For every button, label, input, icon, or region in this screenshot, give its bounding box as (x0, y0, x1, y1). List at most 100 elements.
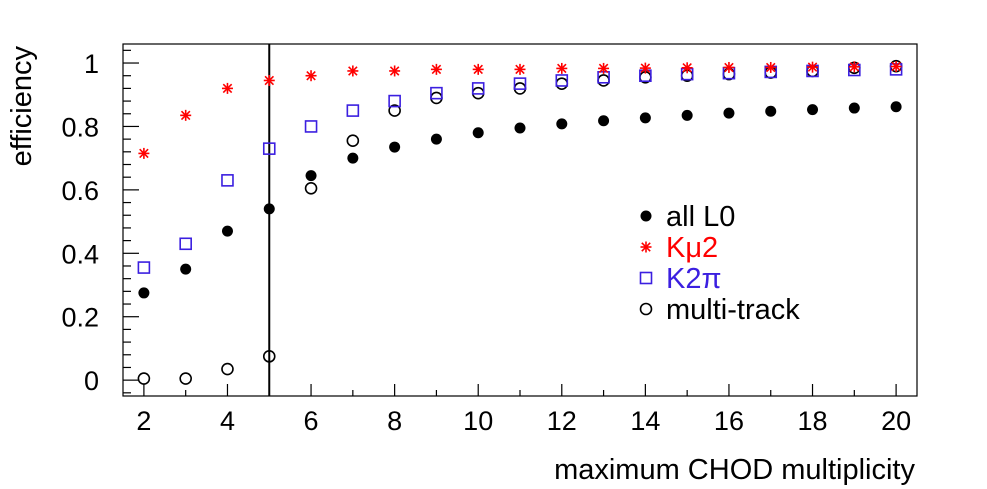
point-all-l0 (765, 105, 777, 117)
point-all-l0 (556, 118, 568, 130)
point-all-l0 (347, 152, 359, 164)
axis-ticks (123, 49, 897, 396)
legend-label-all-l0: all L0 (666, 201, 735, 233)
y-tick-label: 1 (84, 49, 99, 79)
point-k-2 (848, 61, 860, 73)
point-k-2 (639, 62, 651, 74)
point-k-2 (389, 65, 401, 77)
point-k-2 (765, 61, 777, 73)
point-multi-track (137, 372, 151, 385)
y-tick-label: 0.6 (61, 176, 99, 206)
star-stroke (139, 148, 149, 159)
star-stroke (682, 63, 692, 73)
point-multi-track (555, 77, 569, 90)
x-tick-label: 20 (881, 406, 911, 436)
x-tick-label: 16 (714, 406, 744, 436)
point-all-l0 (807, 104, 819, 116)
point-all-l0 (180, 263, 192, 275)
point-k2- (179, 237, 192, 251)
point-k-2 (180, 109, 192, 121)
x-tick-label: 4 (220, 406, 235, 436)
x-tick-label: 8 (387, 406, 402, 436)
point-k-2 (807, 61, 819, 73)
point-k-2 (514, 63, 526, 75)
point-all-l0 (723, 107, 735, 119)
point-multi-track (346, 134, 360, 148)
point-k2- (513, 77, 527, 90)
point-all-l0 (681, 109, 693, 121)
point-multi-track (388, 104, 401, 117)
y-tick-label: 0.2 (61, 303, 99, 333)
x-tick-label: 12 (547, 406, 577, 436)
point-k2- (346, 104, 360, 117)
point-multi-track (262, 350, 276, 363)
star-stroke (515, 64, 525, 75)
point-all-l0 (514, 122, 526, 134)
point-k-2 (138, 147, 150, 159)
point-k2- (304, 120, 318, 133)
point-all-l0 (389, 141, 401, 153)
point-k2- (221, 174, 234, 187)
legend-marker-multi-track (639, 302, 653, 316)
legend-marker-all-l0 (640, 210, 652, 222)
y-axis-label: efficiency (6, 46, 38, 167)
x-tick-label: 2 (136, 406, 151, 436)
y-tick-label: 0.8 (61, 112, 99, 142)
point-all-l0 (305, 170, 317, 182)
legend-label-multi-track: multi-track (666, 294, 800, 326)
star-stroke (180, 110, 191, 121)
point-multi-track (304, 181, 318, 195)
star-stroke (765, 62, 776, 73)
x-tick-label: 6 (304, 406, 319, 436)
point-k2- (471, 82, 485, 95)
legend-marker-k-2 (640, 241, 652, 253)
star-stroke (473, 64, 483, 75)
legend-label-k2-: K2π (666, 263, 721, 295)
x-axis-label: maximum CHOD multiplicity (554, 454, 915, 486)
point-all-l0 (890, 101, 902, 113)
star-stroke (557, 63, 567, 74)
star-stroke (222, 83, 233, 94)
tick-labels: 2 4 6 8 10 12 14 16 18 20 0 0.2 0.4 0.6 0.8 1 (61, 49, 911, 436)
point-multi-track (221, 362, 234, 376)
y-tick-label: 0 (84, 366, 99, 396)
point-k-2 (598, 62, 610, 74)
point-k-2 (681, 62, 693, 74)
point-multi-track (597, 74, 610, 87)
point-all-l0 (263, 203, 275, 215)
star-stroke (431, 64, 442, 75)
star-stroke (640, 63, 651, 73)
point-k-2 (890, 61, 902, 73)
point-k-2 (472, 63, 484, 75)
x-tick-label: 10 (463, 406, 493, 436)
point-k-2 (347, 65, 359, 77)
point-k-2 (263, 74, 275, 86)
x-tick-label: 14 (630, 406, 660, 436)
point-k-2 (305, 70, 317, 82)
point-k-2 (723, 61, 735, 73)
point-all-l0 (472, 127, 484, 139)
point-k2- (388, 94, 401, 108)
star-stroke (807, 62, 818, 72)
point-all-l0 (430, 133, 442, 145)
star-stroke (306, 70, 316, 81)
point-k-2 (430, 63, 442, 75)
legend-marker-k2- (639, 271, 653, 285)
star-stroke (724, 62, 734, 73)
star-stroke (389, 66, 400, 76)
point-all-l0 (848, 102, 860, 114)
point-all-l0 (138, 287, 150, 299)
star-stroke (348, 66, 358, 76)
point-all-l0 (221, 225, 233, 237)
point-k2- (137, 261, 151, 274)
point-k2- (430, 86, 443, 100)
star-stroke (849, 62, 860, 72)
data-points (137, 59, 903, 385)
x-tick-label: 18 (798, 406, 828, 436)
point-k-2 (556, 62, 568, 74)
point-all-l0 (598, 115, 610, 127)
legend-label-k-2: Kμ2 (666, 232, 718, 264)
point-all-l0 (639, 112, 651, 124)
